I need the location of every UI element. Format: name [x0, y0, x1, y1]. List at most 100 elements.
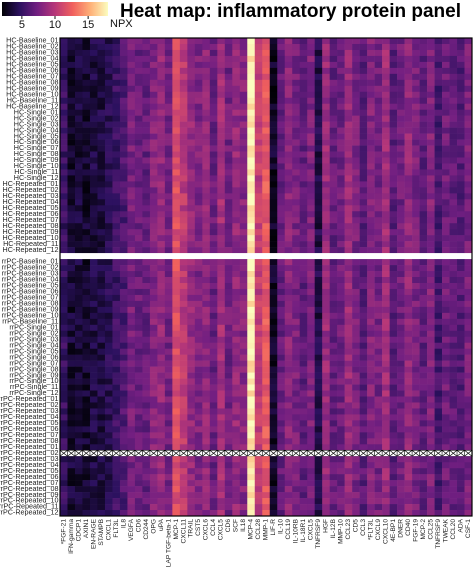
heatmap-cell: [314, 115, 323, 122]
row-label: rrPC-Single_08: [9, 364, 58, 373]
heatmap-cell: [74, 354, 83, 361]
heatmap-cell: [412, 38, 420, 45]
heatmap-cell: [112, 199, 121, 206]
heatmap-cell: [194, 85, 203, 93]
heatmap-cell: [157, 61, 166, 69]
heatmap-cell: [284, 282, 293, 290]
heatmap-cell: [307, 402, 315, 409]
heatmap-cell: [89, 444, 98, 451]
heatmap-cell: [187, 43, 196, 51]
heatmap-cell: [202, 181, 211, 188]
heatmap-cell: [337, 139, 345, 146]
heatmap-cell: [329, 288, 338, 296]
heatmap-cell: [337, 510, 345, 517]
heatmap-cell: [217, 91, 226, 99]
heatmap-cell: [134, 300, 143, 308]
heatmap-cell: [217, 390, 226, 397]
heatmap-cell: [217, 354, 226, 361]
heatmap-cell: [209, 169, 218, 176]
heatmap-cell: [299, 504, 308, 511]
row-label: HC-Repeated_01: [3, 179, 59, 188]
heatmap-cell: [449, 139, 458, 146]
heatmap-cell: [232, 294, 241, 302]
heatmap-cell: [82, 247, 91, 254]
heatmap-cell: [127, 73, 136, 81]
heatmap-cell: [262, 384, 271, 391]
heatmap-cell: [82, 432, 91, 439]
heatmap-cell: [442, 79, 450, 87]
heatmap-cell: [457, 193, 465, 200]
heatmap-cell: [164, 300, 173, 308]
heatmap-cell: [269, 73, 278, 81]
heatmap-cell: [112, 139, 121, 146]
heatmap-cell: [239, 312, 248, 320]
heatmap-cell: [134, 151, 143, 158]
heatmap-cell: [97, 510, 106, 517]
heatmap-cell: [179, 217, 188, 224]
heatmap-cell: [172, 55, 181, 63]
heatmap-cell: [194, 115, 203, 122]
heatmap-cell: [344, 235, 353, 242]
heatmap-cell: [434, 282, 443, 290]
heatmap-cell: [374, 55, 383, 63]
heatmap-cell: [344, 498, 353, 505]
heatmap-cell: [119, 426, 128, 433]
heatmap-cell: [67, 38, 76, 45]
heatmap-cell: [104, 235, 113, 242]
row-label: rrPC-Repeated_05: [0, 418, 59, 427]
heatmap-cell: [329, 49, 338, 57]
heatmap-cell: [164, 354, 173, 361]
heatmap-cell: [412, 330, 420, 338]
heatmap-cell: [134, 330, 143, 338]
heatmap-cell: [134, 312, 143, 320]
heatmap-cell: [277, 468, 286, 475]
heatmap-cell: [464, 79, 473, 87]
heatmap-cell: [97, 73, 106, 81]
heatmap-cell: [112, 480, 121, 487]
heatmap-cell: [157, 199, 166, 206]
heatmap-cell: [457, 91, 465, 99]
heatmap-cell: [134, 43, 143, 51]
heatmap-cell: [127, 312, 136, 320]
heatmap-cell: [82, 468, 91, 475]
heatmap-cell: [314, 211, 323, 218]
heatmap-cell: [367, 402, 375, 409]
heatmap-cell: [232, 486, 241, 493]
heatmap-cell: [404, 510, 413, 517]
heatmap-cell: [427, 492, 435, 499]
heatmap-cell: [344, 396, 353, 403]
heatmap-cell: [367, 223, 375, 230]
heatmap-cell: [104, 510, 113, 517]
heatmap-cell: [419, 318, 428, 326]
heatmap-cell: [194, 109, 203, 116]
heatmap-cell: [374, 318, 383, 326]
heatmap-cell: [179, 426, 188, 433]
heatmap-cell: [247, 402, 256, 409]
heatmap-cell: [359, 360, 368, 367]
heatmap-cell: [224, 235, 233, 242]
heatmap-cell: [202, 402, 211, 409]
heatmap-cell: [60, 43, 68, 51]
heatmap-cell: [247, 199, 256, 206]
heatmap-cell: [164, 193, 173, 200]
heatmap-cell: [209, 271, 218, 278]
heatmap-cell: [382, 103, 390, 110]
heatmap-cell: [239, 474, 248, 481]
heatmap-cell: [82, 312, 91, 320]
heatmap-cell: [67, 468, 76, 475]
heatmap-cell: [67, 510, 76, 517]
heatmap-cell: [419, 378, 428, 385]
heatmap-cell: [322, 318, 330, 326]
heatmap-cell: [60, 265, 68, 272]
heatmap-cell: [127, 199, 136, 206]
heatmap-cell: [239, 139, 248, 146]
heatmap-cell: [262, 480, 271, 487]
heatmap-cell: [464, 396, 473, 403]
heatmap-cell: [202, 277, 211, 284]
heatmap-cell: [134, 420, 143, 427]
missing-cell-cross: [112, 450, 121, 457]
heatmap-cell: [179, 348, 188, 355]
heatmap-cell: [134, 510, 143, 517]
heatmap-cell: [419, 468, 428, 475]
heatmap-cell: [187, 217, 196, 224]
